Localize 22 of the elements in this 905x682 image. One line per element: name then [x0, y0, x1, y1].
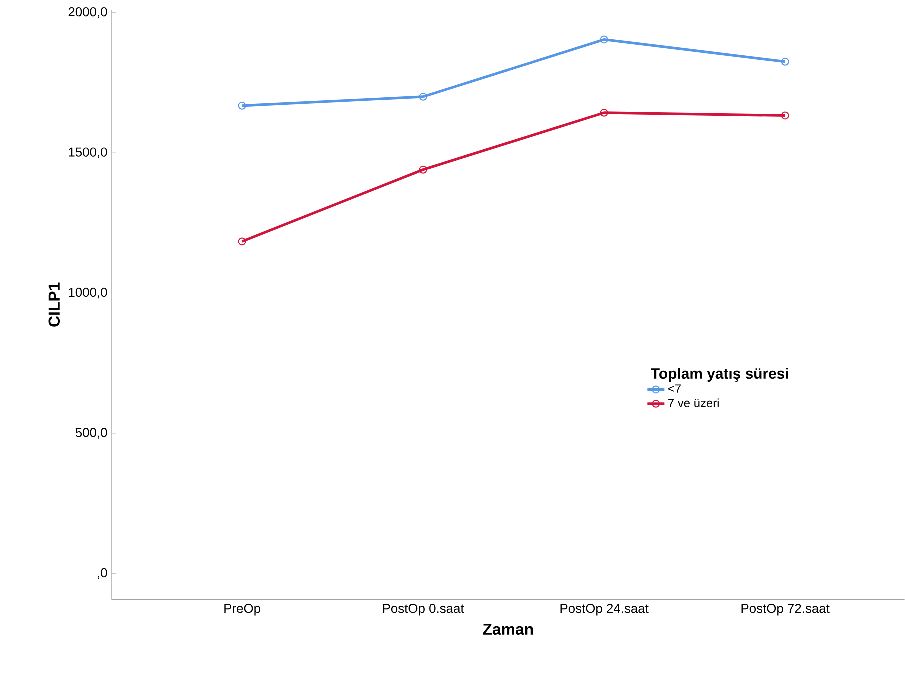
point	[600, 109, 608, 117]
x-tick-label: PostOp 72.saat	[742, 604, 830, 616]
legend-label: <7	[668, 384, 681, 394]
point	[419, 93, 428, 102]
point	[781, 112, 790, 120]
x-tick-label: PostOp 0.saat	[383, 604, 464, 616]
y-tick-label: 1500,0	[69, 148, 108, 158]
y-tick-label: ,0	[98, 568, 108, 580]
x-tick-label: PostOp 24.saat	[560, 604, 649, 616]
point	[600, 36, 608, 44]
point	[781, 58, 790, 66]
x-axis-title: Zaman	[483, 624, 534, 636]
legend-title: Toplam yatış süresi	[651, 368, 788, 382]
point	[419, 166, 428, 174]
point	[238, 238, 246, 246]
y-tick-label: 1000,0	[69, 288, 108, 299]
point	[238, 102, 246, 110]
y-axis-title: CILP1	[48, 282, 60, 327]
y-tick-label: 2000,0	[68, 8, 108, 18]
y-tick-label: 500,0	[76, 428, 108, 439]
legend-label: 7 ve üzeri	[668, 398, 719, 408]
x-tick-label: PreOp	[224, 604, 260, 616]
